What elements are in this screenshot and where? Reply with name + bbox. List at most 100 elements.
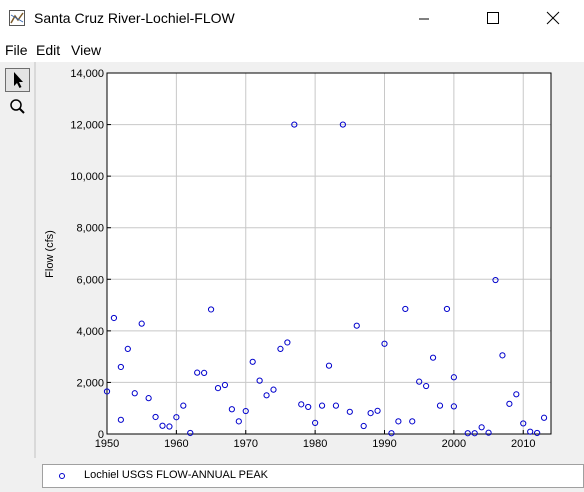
data-point[interactable] xyxy=(471,430,478,437)
data-point[interactable] xyxy=(117,416,124,423)
y-tick-label: 2,000 xyxy=(76,377,104,389)
magnifier-icon xyxy=(10,99,25,114)
data-point[interactable] xyxy=(339,121,346,128)
data-point[interactable] xyxy=(284,339,291,346)
data-point[interactable] xyxy=(388,430,395,437)
data-point[interactable] xyxy=(325,362,333,369)
close-button[interactable] xyxy=(530,0,576,38)
y-tick-label: 14,000 xyxy=(70,68,104,80)
data-point[interactable] xyxy=(235,418,242,425)
data-point[interactable] xyxy=(464,430,471,437)
data-point[interactable] xyxy=(228,406,235,413)
data-point[interactable] xyxy=(166,423,173,430)
data-point[interactable] xyxy=(117,363,124,371)
data-point[interactable] xyxy=(381,340,388,347)
window-title: Santa Cruz River-Lochiel-FLOW xyxy=(34,10,235,26)
data-point[interactable] xyxy=(450,403,457,410)
data-point[interactable] xyxy=(485,429,492,436)
scatter-chart[interactable]: 1950 1960 1970 1980 1990 2000 2010 0 2,000 4,000… xyxy=(36,64,584,460)
data-point[interactable] xyxy=(152,413,159,421)
x-tick-label: 1970 xyxy=(234,438,258,450)
data-point[interactable] xyxy=(353,322,360,329)
menu-view[interactable]: View xyxy=(71,42,102,58)
data-point[interactable] xyxy=(367,410,374,417)
data-point[interactable] xyxy=(263,392,270,399)
data-point[interactable] xyxy=(221,381,229,389)
data-point[interactable] xyxy=(513,391,520,398)
data-point[interactable] xyxy=(207,306,215,313)
x-tick-label: 1960 xyxy=(164,438,188,450)
data-point[interactable] xyxy=(346,408,353,415)
data-point[interactable] xyxy=(270,386,277,393)
data-point[interactable] xyxy=(145,395,152,402)
data-point[interactable] xyxy=(395,418,402,425)
x-tick-label: 1950 xyxy=(95,438,119,450)
data-point[interactable] xyxy=(194,369,201,376)
y-tick-label: 0 xyxy=(98,429,104,441)
data-point[interactable] xyxy=(374,407,381,414)
data-point[interactable] xyxy=(318,402,326,409)
x-tick-label: 1990 xyxy=(372,438,396,450)
x-tick-label: 2010 xyxy=(511,438,535,450)
data-point[interactable] xyxy=(159,422,166,429)
data-point[interactable] xyxy=(443,305,451,313)
arrow-pointer-icon xyxy=(14,72,23,88)
data-point[interactable] xyxy=(277,345,284,353)
data-point[interactable] xyxy=(332,402,340,409)
data-point[interactable] xyxy=(187,429,194,437)
data-point[interactable] xyxy=(305,403,312,411)
legend-label: Lochiel USGS FLOW-ANNUAL PEAK xyxy=(84,469,269,481)
data-point[interactable] xyxy=(436,402,444,409)
data-point[interactable] xyxy=(173,414,180,421)
data-point[interactable] xyxy=(131,390,138,397)
data-point[interactable] xyxy=(214,385,222,392)
legend: Lochiel USGS FLOW-ANNUAL PEAK xyxy=(42,464,584,488)
data-point[interactable] xyxy=(520,420,527,427)
chart-area: 1950 1960 1970 1980 1990 2000 2010 0 2,000 4,000… xyxy=(36,64,584,460)
data-point[interactable] xyxy=(450,374,457,381)
data-point[interactable] xyxy=(242,407,249,415)
y-tick-label: 8,000 xyxy=(76,223,104,235)
data-point[interactable] xyxy=(540,414,548,421)
panel-divider xyxy=(34,62,36,458)
x-tick-label: 2000 xyxy=(442,438,466,450)
menu-edit[interactable]: Edit xyxy=(36,42,61,58)
data-point[interactable] xyxy=(124,345,131,353)
data-point[interactable] xyxy=(402,305,409,313)
data-point[interactable] xyxy=(429,354,437,361)
y-tick-label: 6,000 xyxy=(76,274,104,286)
data-point[interactable] xyxy=(416,378,423,385)
data-point[interactable] xyxy=(492,276,499,284)
data-point[interactable] xyxy=(249,358,256,365)
data-point[interactable] xyxy=(499,352,506,359)
x-tick-label: 1980 xyxy=(303,438,327,450)
minimize-button[interactable] xyxy=(401,0,447,38)
menu-file[interactable]: File xyxy=(5,42,28,58)
data-point[interactable] xyxy=(103,388,111,395)
data-point[interactable] xyxy=(180,402,187,409)
data-point[interactable] xyxy=(312,419,319,427)
data-point[interactable] xyxy=(527,428,534,435)
tool-palette xyxy=(5,68,32,120)
data-point[interactable] xyxy=(256,377,263,384)
data-point[interactable] xyxy=(423,382,430,390)
maximize-button[interactable] xyxy=(470,0,516,38)
legend-marker-open-circle-icon xyxy=(59,473,65,479)
y-tick-label: 10,000 xyxy=(70,171,104,183)
data-point[interactable] xyxy=(138,320,145,327)
data-point[interactable] xyxy=(291,121,298,128)
plot-frame xyxy=(106,72,552,435)
chart-app-icon xyxy=(9,10,25,26)
y-axis-label: Flow (cfs) xyxy=(44,230,56,278)
data-point[interactable] xyxy=(360,422,367,430)
data-point[interactable] xyxy=(110,314,118,322)
data-point[interactable] xyxy=(534,429,541,437)
zoom-tool-button[interactable] xyxy=(5,95,30,119)
select-tool-button[interactable] xyxy=(5,68,30,92)
data-point[interactable] xyxy=(409,418,416,425)
data-point[interactable] xyxy=(478,424,485,431)
data-point[interactable] xyxy=(201,369,208,376)
data-point[interactable] xyxy=(506,400,513,407)
data-point[interactable] xyxy=(298,401,305,408)
y-tick-label: 12,000 xyxy=(70,120,104,132)
